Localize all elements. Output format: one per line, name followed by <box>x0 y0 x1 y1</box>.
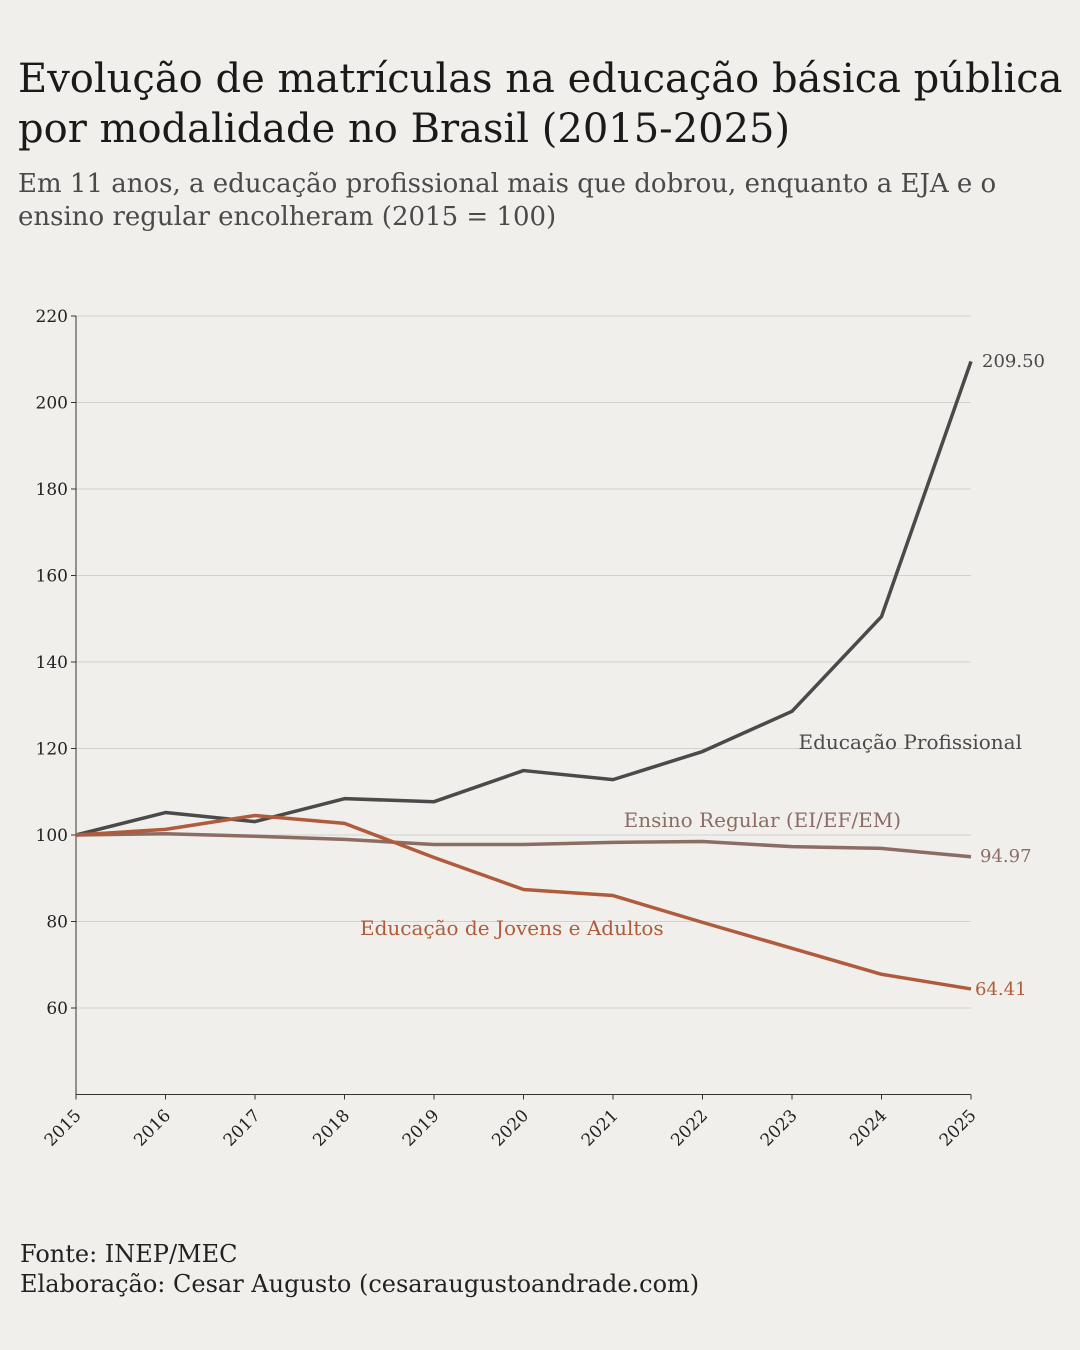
series-label: Ensino Regular (EI/EF/EM) <box>624 808 901 832</box>
y-tick-label: 160 <box>36 567 68 587</box>
x-tick-label: 2016 <box>130 1106 175 1151</box>
x-tick-label: 2021 <box>578 1106 623 1151</box>
series-label: Educação Profissional <box>799 730 1023 754</box>
y-tick-label: 80 <box>46 913 68 933</box>
x-tick-label: 2017 <box>220 1106 265 1151</box>
y-tick-label: 100 <box>36 826 68 846</box>
y-tick-label: 180 <box>36 480 68 500</box>
series-line-2 <box>75 831 972 859</box>
x-tick-label: 2025 <box>936 1106 981 1151</box>
y-tick-label: 200 <box>36 394 68 414</box>
x-tick-label: 2018 <box>309 1106 354 1151</box>
credit-note: Elaboração: Cesar Augusto (cesaraugustoa… <box>20 1270 700 1298</box>
line-chart: 60 80 100 120 140 160 180 200 220 2015 2016 2017 201… <box>36 307 1045 1151</box>
y-tick-label: 220 <box>36 307 68 327</box>
chart-title: Evolução de matrículas na educação básic… <box>18 56 1063 152</box>
series-label: Educação de Jovens e Adultos <box>360 916 664 940</box>
end-value-label: 94.97 <box>980 846 1032 867</box>
x-tick-label: 2020 <box>488 1106 533 1151</box>
y-tick-label: 60 <box>46 999 68 1019</box>
x-tick-label: 2015 <box>41 1106 86 1151</box>
y-tick-label: 120 <box>36 740 68 760</box>
series-line-1 <box>75 360 973 837</box>
footer: Fonte: INEP/MEC Elaboração: Cesar August… <box>20 1239 699 1299</box>
source-note: Fonte: INEP/MEC <box>20 1240 238 1268</box>
x-tick-label: 2023 <box>757 1106 802 1151</box>
x-tick-label: 2022 <box>667 1106 712 1151</box>
end-value-label: 209.50 <box>982 351 1045 372</box>
x-tick-label: 2019 <box>399 1106 444 1151</box>
chart-subtitle: Em 11 anos, a educação profissional mais… <box>18 169 997 232</box>
end-value-label: 64.41 <box>975 979 1027 1000</box>
series-line-3 <box>75 813 972 991</box>
y-tick-label: 140 <box>36 653 68 673</box>
x-tick-label: 2024 <box>846 1106 891 1151</box>
